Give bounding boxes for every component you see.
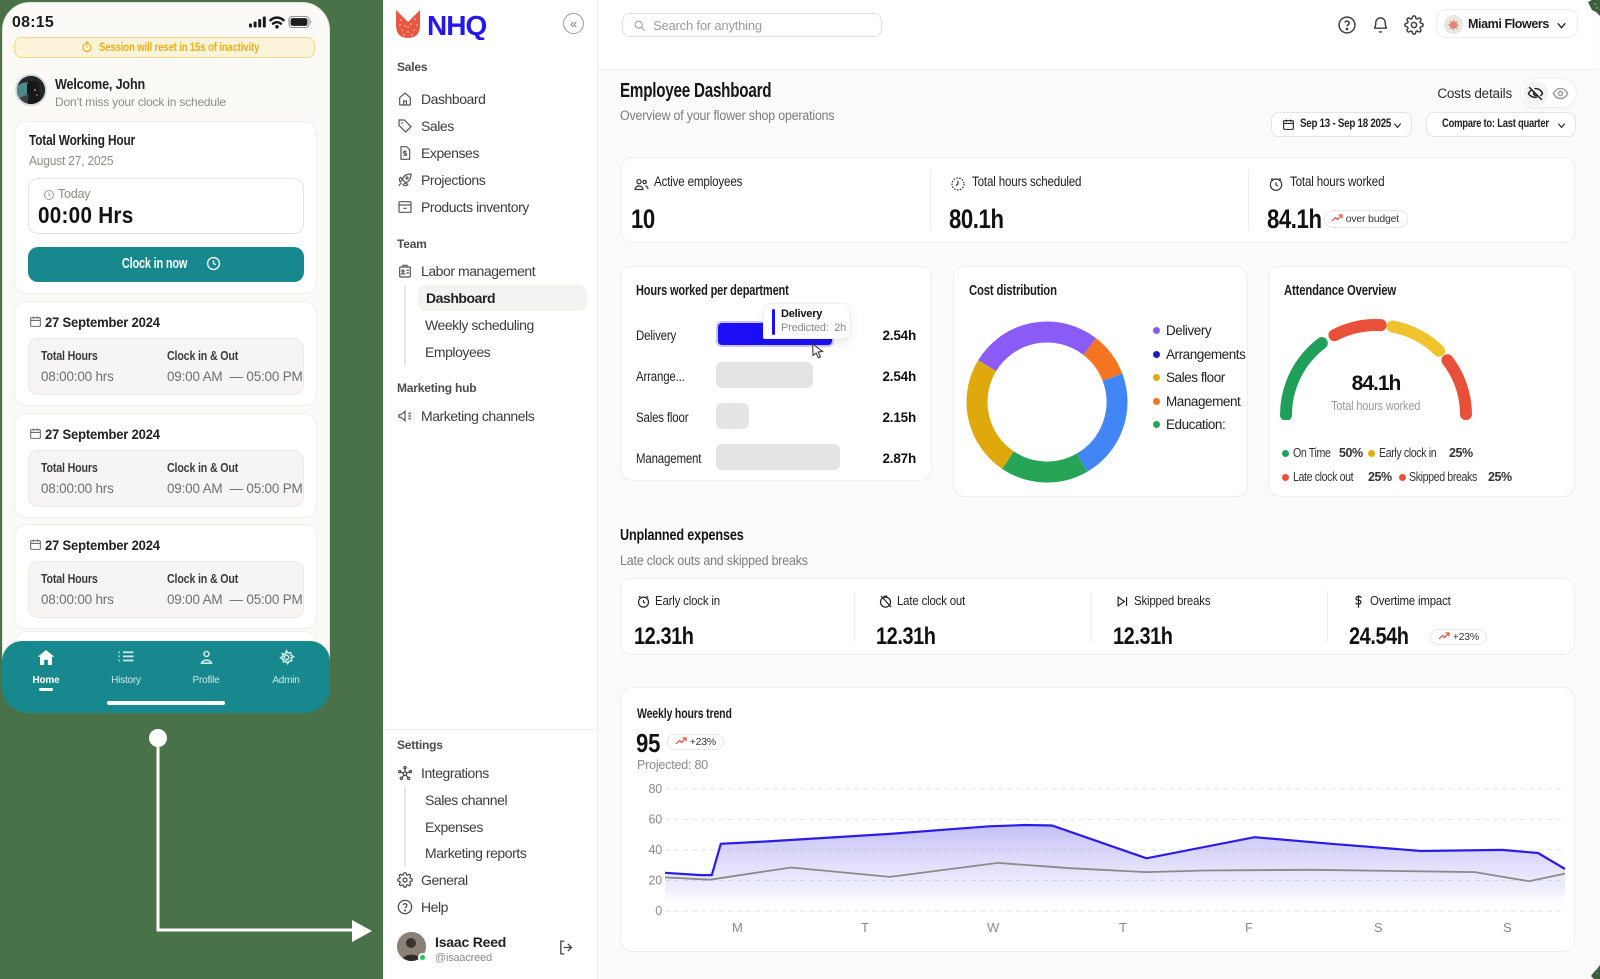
svg-text:60: 60 bbox=[648, 812, 662, 826]
svg-text:20: 20 bbox=[648, 874, 662, 888]
svg-text:80: 80 bbox=[648, 782, 662, 796]
svg-text:40: 40 bbox=[648, 843, 662, 857]
svg-text:NHQ: NHQ bbox=[427, 10, 486, 40]
svg-text:0: 0 bbox=[655, 904, 662, 918]
